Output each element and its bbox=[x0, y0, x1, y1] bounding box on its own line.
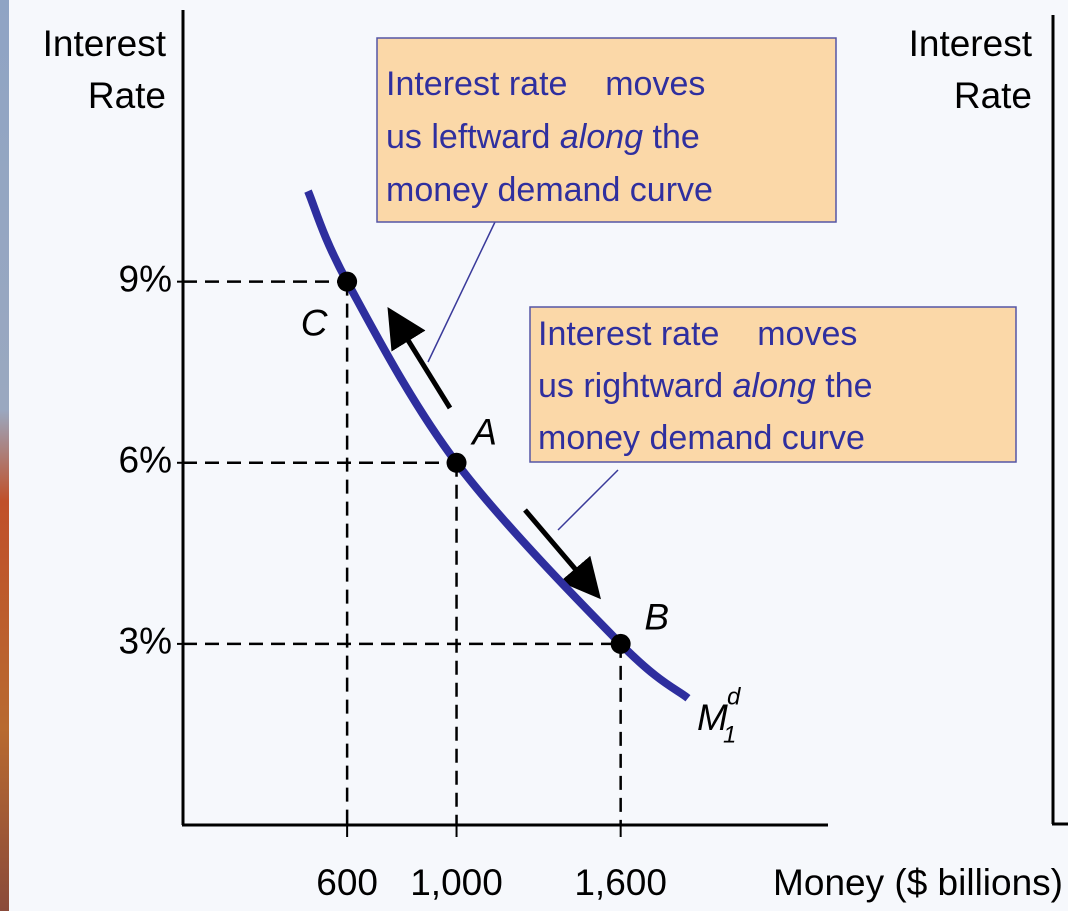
annotation-text: along bbox=[560, 118, 643, 156]
arrow-left bbox=[387, 306, 453, 410]
y-tick-label: 9% bbox=[119, 258, 172, 299]
annotation-text: us leftward bbox=[386, 118, 560, 156]
annotation-text: along bbox=[733, 367, 816, 405]
x-tick-label: 600 bbox=[316, 862, 378, 903]
y-tick-label: 3% bbox=[119, 621, 172, 662]
annotation-text: the bbox=[643, 118, 700, 156]
right-y-axis-label: Rate bbox=[954, 75, 1032, 116]
annotation-text: Interest rate moves bbox=[386, 65, 705, 103]
point bbox=[446, 452, 467, 473]
arrow-right bbox=[523, 508, 601, 600]
curve-label: M bbox=[697, 697, 728, 738]
annotation-text: the bbox=[816, 367, 873, 405]
leader-line bbox=[427, 221, 496, 363]
annotation-line: Interest rate moves bbox=[386, 65, 705, 103]
curve-label-sub: 1 bbox=[723, 721, 736, 748]
y-tick-label: 6% bbox=[119, 440, 172, 481]
point-label: C bbox=[301, 302, 328, 343]
annotation-line: us rightward along the bbox=[538, 367, 873, 405]
annotation-box bbox=[529, 306, 1017, 463]
point-label: B bbox=[644, 597, 669, 638]
x-axis-label: Money ($ billions) bbox=[773, 862, 1063, 903]
annotation-line: money demand curve bbox=[386, 171, 713, 209]
point bbox=[610, 633, 631, 654]
x-tick-label: 1,000 bbox=[410, 862, 503, 903]
annotation-text: money demand curve bbox=[538, 419, 865, 457]
annotation-line: us leftward along the bbox=[386, 118, 700, 156]
annotation-text: Interest rate moves bbox=[538, 315, 857, 353]
leader-line bbox=[557, 469, 619, 531]
y-axis-label: Interest bbox=[43, 23, 167, 64]
annotation-text: us rightward bbox=[538, 367, 733, 405]
annotation-line: money demand curve bbox=[538, 419, 865, 457]
y-axis-label: Rate bbox=[88, 75, 166, 116]
point-label: A bbox=[470, 412, 497, 453]
x-tick-label: 1,600 bbox=[574, 862, 667, 903]
right-y-axis-label: Interest bbox=[909, 23, 1033, 64]
annotation-text: money demand curve bbox=[386, 171, 713, 209]
annotation-box bbox=[376, 37, 837, 223]
curve-label-sup: d bbox=[727, 683, 741, 710]
point bbox=[337, 271, 358, 292]
background-strip bbox=[0, 0, 9, 911]
annotation-line: Interest rate moves bbox=[538, 315, 857, 353]
